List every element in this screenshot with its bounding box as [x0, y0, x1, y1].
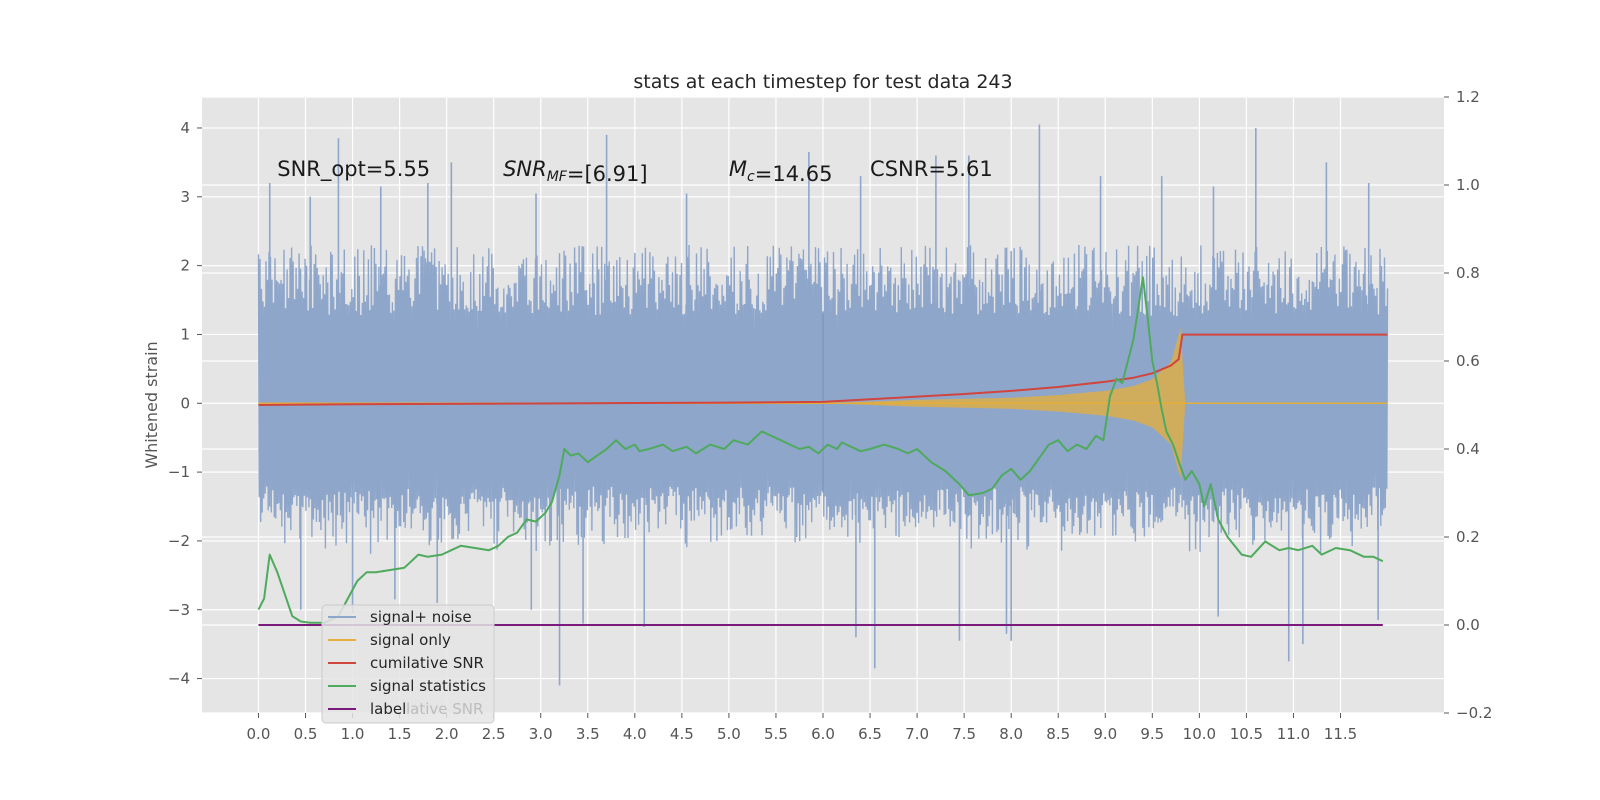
y2-tick-label: −0.2 [1456, 704, 1492, 722]
y-axis-label: Whitened strain [142, 341, 161, 468]
annotation: Mc=14.65 [729, 157, 833, 186]
chart-title: stats at each timestep for test data 243 [633, 71, 1012, 93]
y-tick-label: 0 [180, 394, 190, 412]
x-tick-label: 2.5 [482, 725, 506, 743]
series-signal-noise [257, 124, 1389, 686]
x-tick-label: 10.0 [1183, 725, 1216, 743]
x-tick-label: 0.5 [294, 725, 318, 743]
x-tick-label: 11.5 [1324, 725, 1357, 743]
y-tick-label: −2 [168, 532, 190, 550]
x-tick-label: 7.5 [952, 725, 976, 743]
x-tick-label: 5.0 [717, 725, 741, 743]
y-axis-left: −4 −3 −2 −1 0 1 2 3 4 [168, 119, 202, 688]
x-tick-label: 10.5 [1230, 725, 1263, 743]
legend-label: signal+ noise [370, 608, 472, 626]
x-tick-label: 6.0 [811, 725, 835, 743]
x-tick-label: 3.5 [576, 725, 600, 743]
x-tick-label: 4.0 [623, 725, 647, 743]
x-axis: 0.0 0.5 1.0 1.5 2.0 2.5 3.0 3.5 4.0 4.5 5.0 5.5 6.0 6… [247, 713, 1357, 743]
x-tick-label: 3.0 [529, 725, 553, 743]
x-tick-label: 6.5 [858, 725, 882, 743]
x-tick-label: 1.5 [388, 725, 412, 743]
x-tick-label: 5.5 [764, 725, 788, 743]
legend: lative SNR signal+ noise signal only cumila… [321, 604, 495, 724]
series-line-signal-statistics [257, 276, 1384, 624]
legend-box [321, 604, 495, 724]
x-tick-label: 8.5 [1046, 725, 1070, 743]
y2-tick-label: 1.2 [1456, 88, 1480, 106]
x-tick-label: 0.0 [247, 725, 271, 743]
y2-tick-label: 1.0 [1456, 176, 1480, 194]
y-tick-label: −4 [168, 670, 190, 688]
series-line-cumilative-snr [258, 333, 1388, 406]
x-tick-label: 9.0 [1093, 725, 1117, 743]
legend-label: label [370, 700, 406, 718]
y2-tick-label: 0.0 [1456, 616, 1480, 634]
y2-tick-label: 0.8 [1456, 264, 1480, 282]
annotation: SNR_opt=5.55 [277, 157, 430, 182]
annotation: SNRMF=[6.91] [503, 157, 648, 186]
y2-tick-label: 0.2 [1456, 528, 1480, 546]
y-tick-label: −3 [168, 601, 190, 619]
annotations: SNR_opt=5.55 SNRMF=[6.91] Mc=14.65 CSNR=5.6… [277, 157, 992, 186]
y-tick-label: 2 [180, 257, 190, 275]
signal-noise-line [257, 244, 1389, 554]
y-tick-label: −1 [168, 463, 190, 481]
legend-label: cumilative SNR [370, 654, 484, 672]
legend-ghost-text: lative SNR [406, 700, 483, 718]
x-tick-label: 11.0 [1277, 725, 1310, 743]
x-tick-label: 7.0 [905, 725, 929, 743]
legend-label: signal statistics [370, 677, 486, 695]
x-tick-label: 8.0 [999, 725, 1023, 743]
y-tick-label: 4 [180, 119, 190, 137]
x-tick-label: 9.5 [1140, 725, 1164, 743]
x-tick-label: 2.0 [435, 725, 459, 743]
x-tick-label: 4.5 [670, 725, 694, 743]
legend-label: signal only [370, 631, 451, 649]
y-tick-label: 3 [180, 188, 190, 206]
x-tick-label: 1.0 [341, 725, 365, 743]
y2-tick-label: 0.4 [1456, 440, 1480, 458]
y-tick-label: 1 [180, 325, 190, 343]
annotation: CSNR=5.61 [870, 157, 993, 181]
y-axis-right: −0.2 0.0 0.2 0.4 0.6 0.8 1.0 1.2 [1444, 88, 1492, 722]
y2-tick-label: 0.6 [1456, 352, 1480, 370]
